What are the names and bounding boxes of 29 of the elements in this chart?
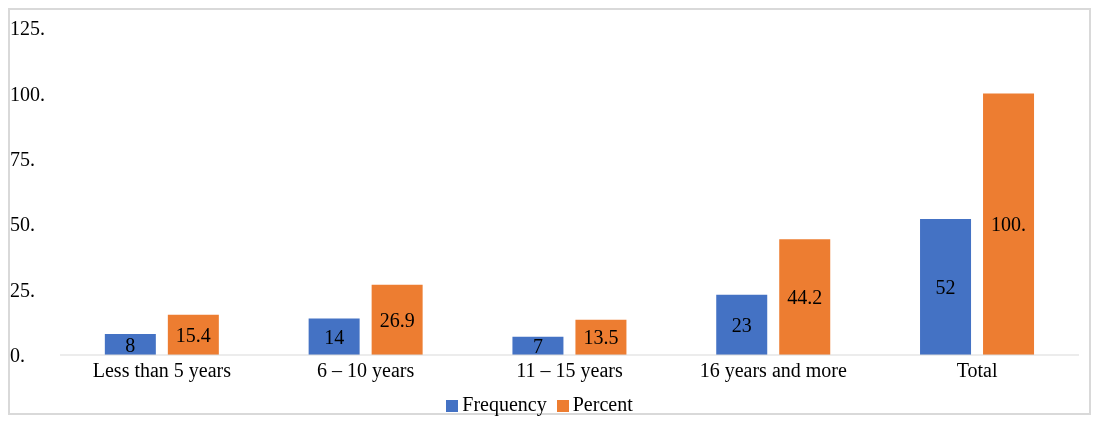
data-label: 100. — [991, 213, 1027, 236]
data-label: 14 — [324, 325, 345, 348]
bar — [371, 284, 423, 355]
bar — [716, 294, 768, 355]
x-tick-label: Less than 5 years — [92, 359, 232, 383]
y-tick-label: 125. — [10, 17, 45, 40]
y-tick-label: 0. — [10, 344, 25, 367]
data-label: 44.2 — [787, 286, 823, 309]
data-label: 15.4 — [175, 323, 211, 346]
x-tick-label: Total — [956, 359, 998, 382]
legend-label: Percent — [572, 393, 633, 415]
data-label: 23 — [731, 313, 752, 336]
legend-label: Frequency — [462, 393, 547, 415]
y-tick-label: 75. — [10, 147, 35, 170]
y-tick-label: 50. — [10, 213, 35, 236]
data-label: 7 — [532, 334, 543, 357]
data-label: 13.5 — [583, 326, 619, 349]
data-label: 26.9 — [379, 308, 415, 331]
bar — [779, 239, 831, 355]
bar — [983, 93, 1035, 355]
bar — [308, 318, 360, 355]
x-tick-label: 6 – 10 years — [317, 359, 415, 383]
data-label: 8 — [125, 333, 136, 356]
x-tick-label: 16 years and more — [699, 359, 848, 383]
data-label: 52 — [935, 275, 956, 298]
y-tick-label: 100. — [10, 82, 45, 105]
y-tick-label: 25. — [10, 278, 35, 301]
x-tick-label: 11 – 15 years — [516, 359, 623, 383]
bar — [920, 218, 972, 355]
